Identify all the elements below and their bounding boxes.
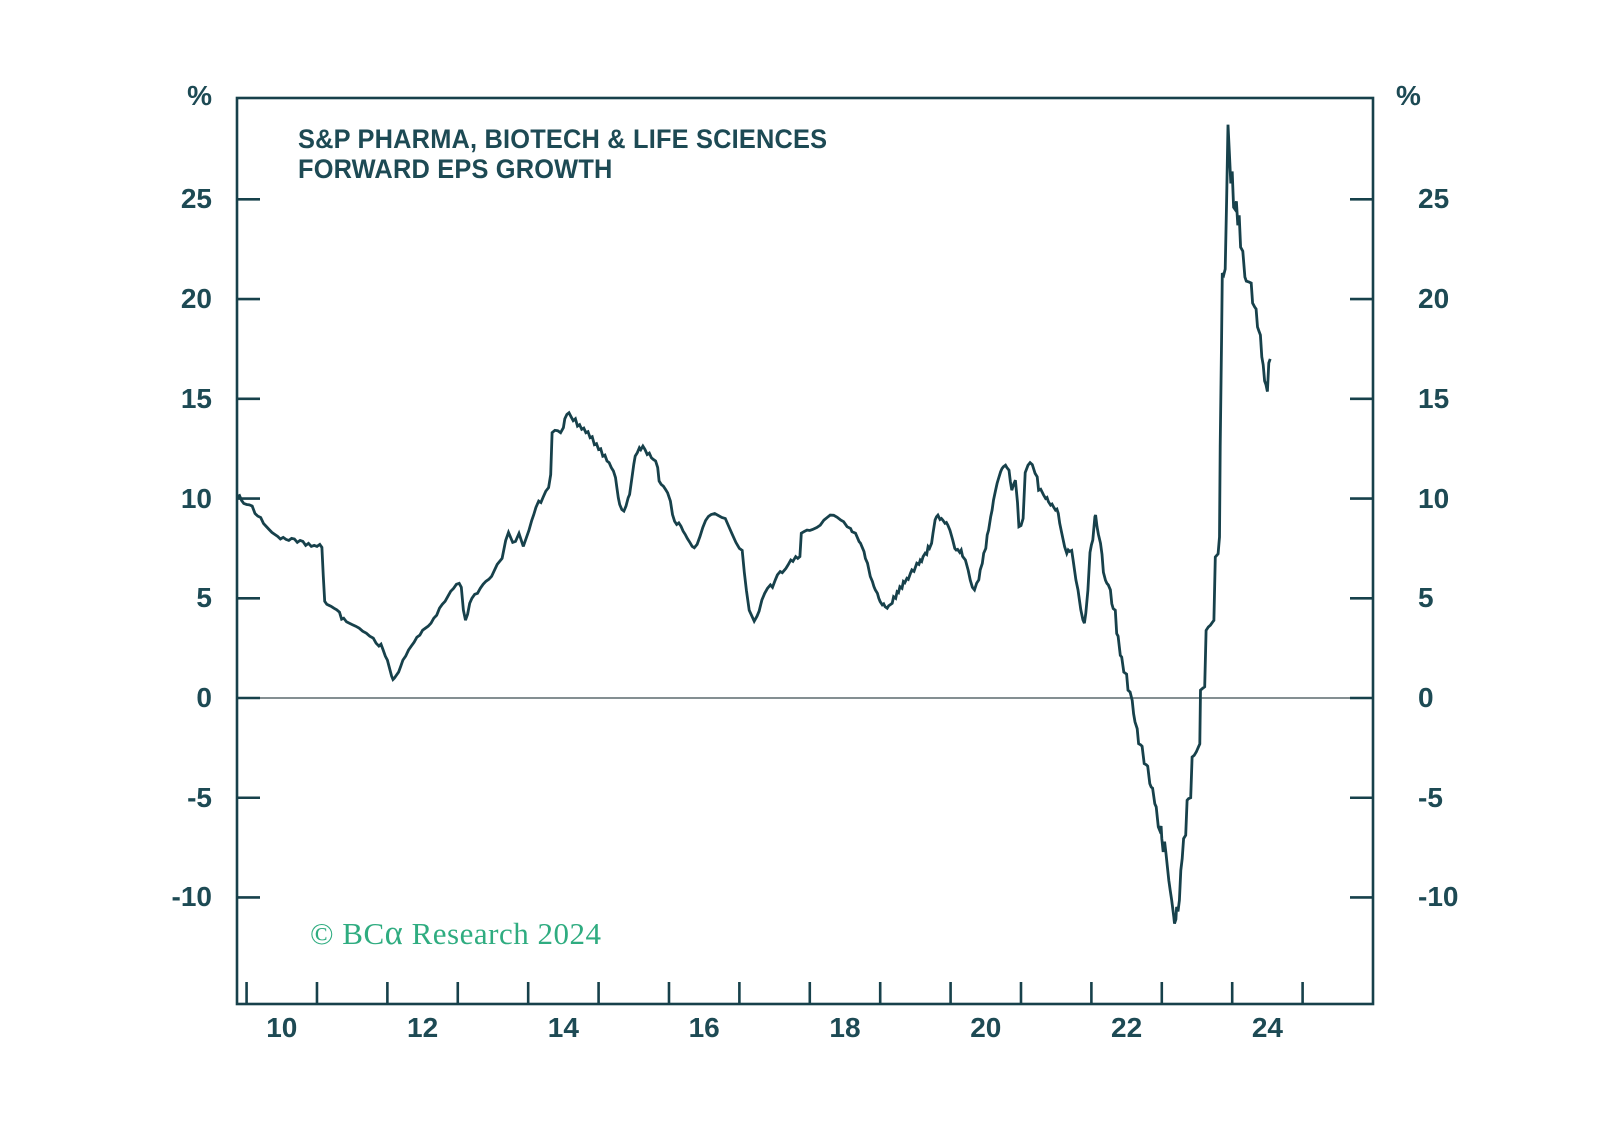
y-axis-unit-left: % <box>187 80 212 111</box>
watermark-suffix: Research 2024 <box>403 916 602 951</box>
chart-title-line2: FORWARD EPS GROWTH <box>298 154 613 184</box>
watermark-prefix: © BC <box>310 916 385 951</box>
eps-growth-line <box>236 124 1272 925</box>
y-axis-unit-right: % <box>1396 80 1421 111</box>
chart-title-line1: S&P PHARMA, BIOTECH & LIFE SCIENCES <box>298 124 828 154</box>
bca-research-watermark: © BCα Research 2024 <box>310 913 602 952</box>
chart-title: S&P PHARMA, BIOTECH & LIFE SCIENCES FORW… <box>298 124 827 184</box>
plot-border <box>235 96 1375 1006</box>
watermark-alpha-glyph: α <box>384 913 404 952</box>
